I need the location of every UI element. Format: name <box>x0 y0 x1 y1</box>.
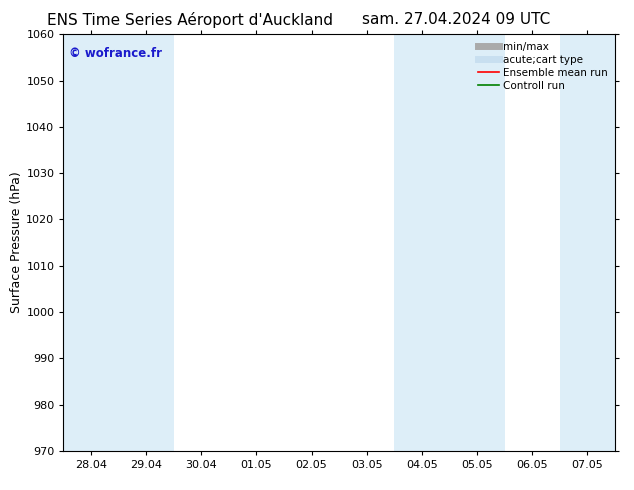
Y-axis label: Surface Pressure (hPa): Surface Pressure (hPa) <box>11 172 23 314</box>
Legend: min/max, acute;cart type, Ensemble mean run, Controll run: min/max, acute;cart type, Ensemble mean … <box>474 37 612 95</box>
Text: © wofrance.fr: © wofrance.fr <box>69 47 162 60</box>
Bar <box>394 34 505 451</box>
Bar <box>560 34 615 451</box>
Text: ENS Time Series Aéroport d'Auckland: ENS Time Series Aéroport d'Auckland <box>47 12 333 28</box>
Bar <box>63 34 119 451</box>
Text: sam. 27.04.2024 09 UTC: sam. 27.04.2024 09 UTC <box>363 12 550 27</box>
Bar <box>119 34 174 451</box>
